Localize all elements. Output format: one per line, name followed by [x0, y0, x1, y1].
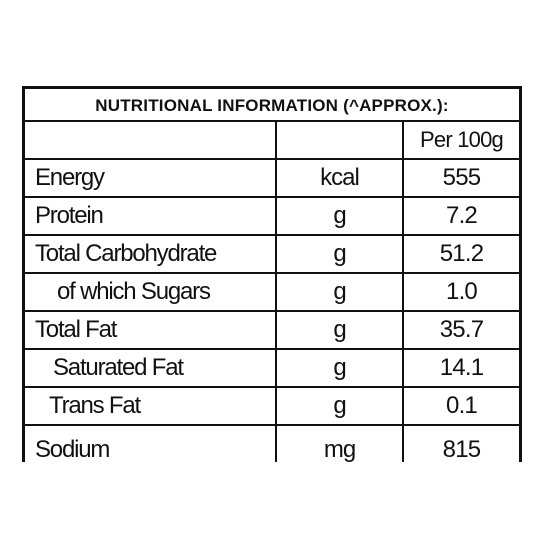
nutrient-unit: g — [277, 388, 404, 424]
nutrient-unit: mg — [277, 426, 404, 462]
table-row-trans-fat: Trans Fat g 0.1 — [25, 388, 519, 426]
nutrient-unit: g — [277, 198, 404, 234]
table-row-total-fat: Total Fat g 35.7 — [25, 312, 519, 350]
nutrient-value: 51.2 — [439, 240, 484, 267]
table-row-sugars: of which Sugars g 1.0 — [25, 274, 519, 312]
nutrient-unit: g — [277, 312, 404, 348]
nutrient-value: 0.1 — [446, 392, 478, 419]
nutrient-unit: g — [277, 350, 404, 386]
nutrient-name: Sodium — [25, 426, 277, 462]
nutrient-name: Trans Fat — [25, 388, 277, 424]
label-title: NUTRITIONAL INFORMATION (^APPROX.): — [25, 89, 519, 122]
table-row-protein: Protein g 7.2 — [25, 198, 519, 236]
nutrient-name: Energy — [25, 160, 277, 196]
table-header-row: Per 100g — [25, 122, 519, 160]
nutrition-label: NUTRITIONAL INFORMATION (^APPROX.): Per … — [22, 86, 522, 462]
nutrient-unit: g — [277, 236, 404, 272]
nutrition-table: Per 100g Energy kcal 555 Protein g 7.2 T… — [25, 122, 519, 462]
nutrient-name: Saturated Fat — [25, 350, 277, 386]
header-value-cell: Per 100g — [420, 127, 504, 152]
nutrient-unit: g — [277, 274, 404, 310]
nutrient-value: 35.7 — [439, 316, 484, 343]
nutrient-value: 555 — [442, 164, 481, 191]
table-row-saturated-fat: Saturated Fat g 14.1 — [25, 350, 519, 388]
nutrient-name: Total Carbohydrate — [25, 236, 277, 272]
header-unit-cell — [277, 122, 404, 158]
header-name-cell — [25, 122, 277, 158]
nutrient-name: of which Sugars — [25, 274, 277, 310]
nutrient-unit: kcal — [277, 160, 404, 196]
nutrient-value: 815 — [442, 436, 481, 463]
nutrient-name: Protein — [25, 198, 277, 234]
nutrient-name: Total Fat — [25, 312, 277, 348]
table-row-energy: Energy kcal 555 — [25, 160, 519, 198]
table-row-sodium: Sodium mg 815 — [25, 426, 519, 462]
nutrient-value: 7.2 — [446, 202, 478, 229]
table-row-total-carbohydrate: Total Carbohydrate g 51.2 — [25, 236, 519, 274]
nutrient-value: 14.1 — [439, 354, 484, 381]
nutrient-value: 1.0 — [446, 278, 478, 305]
